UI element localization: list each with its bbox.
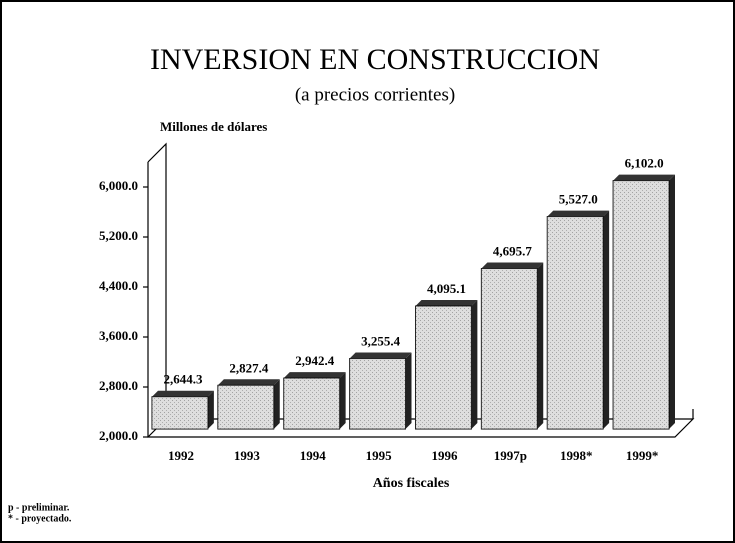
value-label: 5,527.0 xyxy=(559,192,598,207)
bar-tint xyxy=(415,306,472,429)
bar xyxy=(612,180,670,430)
value-label: 4,695.7 xyxy=(493,244,533,259)
value-label: 2,644.3 xyxy=(163,372,203,387)
bar-tint xyxy=(283,378,340,429)
value-label: 4,095.1 xyxy=(427,281,466,296)
value-label: 2,942.4 xyxy=(295,353,335,368)
bar-top xyxy=(613,174,675,181)
bar xyxy=(480,268,538,430)
bar-side xyxy=(471,300,478,429)
bar-top xyxy=(415,300,478,307)
y-tick-label: 2,000.0 xyxy=(99,428,138,443)
y-tick-label: 2,800.0 xyxy=(99,378,138,393)
x-tick-label: 1997p xyxy=(494,448,527,463)
chart-title: INVERSION EN CONSTRUCCION xyxy=(150,43,600,76)
y-tick-label: 3,600.0 xyxy=(99,328,138,343)
x-tick-label: 1999* xyxy=(626,448,659,463)
x-tick-label: 1992 xyxy=(168,448,194,463)
bar-side xyxy=(603,210,610,429)
x-tick-label: 1995 xyxy=(366,448,393,463)
bar-tint xyxy=(481,268,538,429)
value-label: 3,255.4 xyxy=(361,334,401,349)
x-tick-label: 1994 xyxy=(300,448,327,463)
x-tick-label: 1996 xyxy=(431,448,458,463)
value-label: 2,827.4 xyxy=(229,360,269,375)
y-axis-label: Millones de dólares xyxy=(160,119,267,134)
bar xyxy=(151,396,209,430)
bar-side xyxy=(339,372,346,429)
bar-top xyxy=(283,372,346,379)
bar-side xyxy=(405,352,412,429)
bar-top xyxy=(349,352,412,359)
bar-side xyxy=(669,174,675,429)
bar-tint xyxy=(349,358,406,429)
bar xyxy=(349,358,406,430)
value-label: 6,102.0 xyxy=(625,156,664,171)
x-tick-label: 1998* xyxy=(560,448,593,463)
x-axis-label: Años fiscales xyxy=(373,476,450,491)
y-tick-label: 6,000.0 xyxy=(99,178,138,193)
bar-tint xyxy=(613,180,669,429)
footnote: * - proyectado. xyxy=(8,513,72,524)
bar xyxy=(415,305,472,430)
bar-top xyxy=(481,262,544,269)
footnote: p - preliminar. xyxy=(8,502,70,513)
chart-subtitle: (a precios corrientes) xyxy=(295,84,455,105)
bar xyxy=(283,377,341,430)
bar-tint xyxy=(217,385,274,429)
bar-tint xyxy=(152,396,208,429)
bar-tint xyxy=(547,216,604,429)
bar-side xyxy=(207,390,214,429)
bar-top xyxy=(547,210,610,217)
bar xyxy=(217,384,275,430)
y-tick-label: 4,400.0 xyxy=(99,278,138,293)
bar-top xyxy=(152,390,214,397)
bar xyxy=(546,216,604,430)
bar-side xyxy=(273,379,280,429)
bar-side xyxy=(537,262,544,429)
y-tick-label: 5,200.0 xyxy=(99,228,138,243)
bar-top xyxy=(217,379,280,386)
x-tick-label: 1993 xyxy=(234,448,261,463)
